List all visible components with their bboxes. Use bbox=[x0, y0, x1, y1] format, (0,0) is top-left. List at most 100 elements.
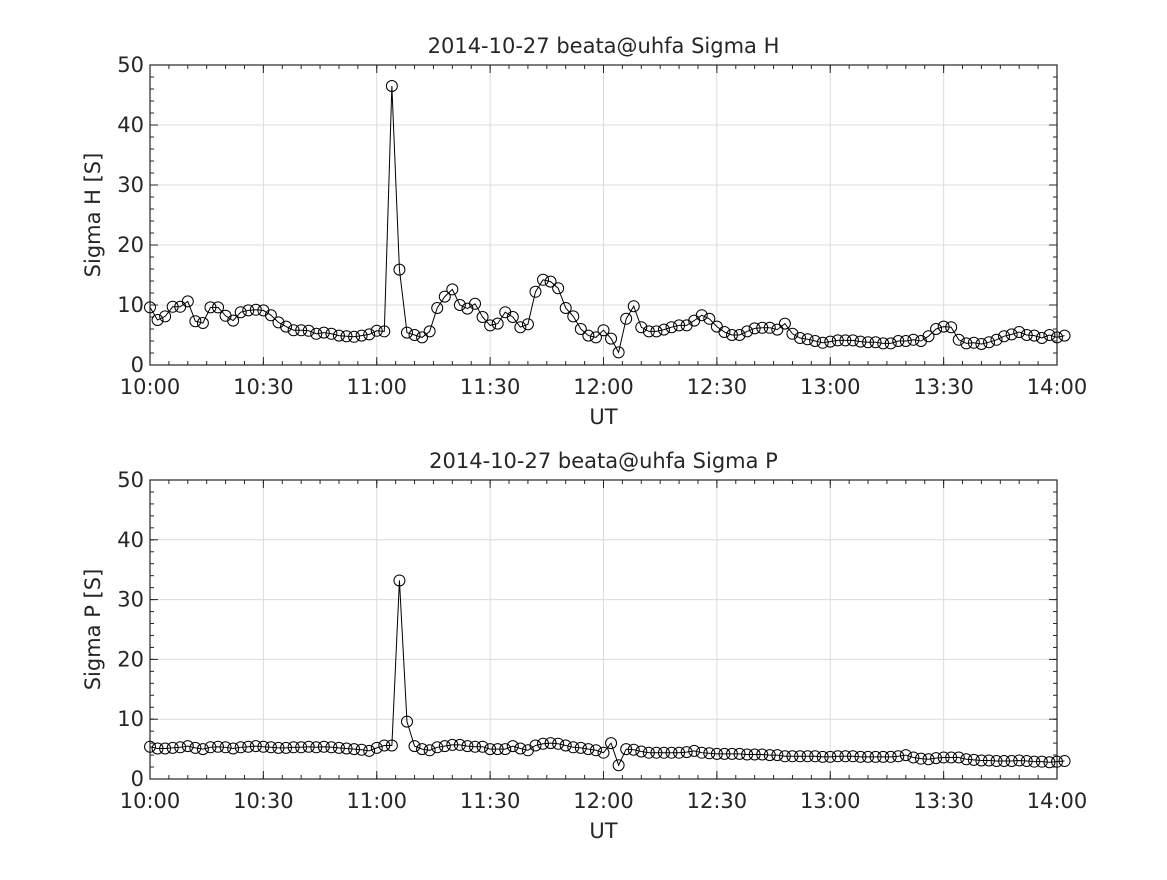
data-point bbox=[801, 750, 814, 763]
data-point bbox=[914, 752, 927, 765]
series-markers bbox=[144, 80, 1071, 359]
data-point bbox=[635, 745, 648, 758]
data-point bbox=[1020, 755, 1033, 768]
data-point bbox=[552, 282, 565, 295]
y-tick-label: 50 bbox=[117, 53, 144, 77]
data-point bbox=[695, 746, 708, 759]
data-point bbox=[325, 741, 338, 754]
data-point bbox=[839, 750, 852, 763]
y-tick-label: 40 bbox=[117, 113, 144, 137]
data-point bbox=[204, 741, 217, 754]
data-point bbox=[1035, 755, 1048, 768]
data-point bbox=[181, 295, 194, 308]
data-point bbox=[605, 332, 618, 345]
y-tick-label: 50 bbox=[117, 468, 144, 492]
data-point bbox=[967, 753, 980, 766]
data-point bbox=[264, 741, 277, 754]
data-point bbox=[816, 336, 829, 349]
data-point bbox=[884, 750, 897, 763]
data-point bbox=[854, 335, 867, 348]
data-point bbox=[899, 335, 912, 347]
data-point bbox=[673, 746, 686, 759]
data-point bbox=[930, 752, 943, 765]
data-point bbox=[786, 327, 799, 340]
data-point bbox=[446, 738, 459, 751]
data-point bbox=[945, 321, 958, 334]
data-point bbox=[1058, 755, 1071, 768]
data-point bbox=[725, 329, 738, 341]
data-point bbox=[242, 740, 255, 753]
data-point bbox=[589, 331, 602, 344]
data-point bbox=[657, 323, 670, 336]
data-point bbox=[363, 744, 376, 757]
data-point bbox=[310, 327, 323, 340]
data-point bbox=[718, 747, 731, 760]
data-point bbox=[725, 747, 738, 760]
data-point bbox=[635, 321, 648, 334]
data-point bbox=[877, 337, 890, 350]
x-tick-label: 12:30 bbox=[687, 789, 748, 813]
data-point bbox=[862, 336, 875, 349]
x-tick-label: 11:30 bbox=[460, 789, 521, 813]
data-point bbox=[385, 80, 398, 92]
data-point bbox=[393, 263, 406, 276]
data-point bbox=[242, 304, 255, 317]
data-point bbox=[166, 300, 179, 313]
data-point bbox=[794, 332, 807, 344]
data-point bbox=[295, 741, 308, 754]
data-point bbox=[227, 314, 240, 327]
x-tick-label: 12:00 bbox=[573, 789, 634, 813]
data-point bbox=[166, 741, 179, 754]
data-point bbox=[620, 743, 633, 756]
data-point bbox=[317, 326, 330, 339]
data-point bbox=[642, 746, 655, 759]
data-point bbox=[476, 740, 489, 753]
data-point bbox=[476, 311, 489, 323]
data-point bbox=[144, 301, 156, 314]
data-point bbox=[650, 746, 663, 759]
series-markers bbox=[144, 574, 1071, 772]
data-point bbox=[378, 739, 391, 752]
data-point bbox=[620, 312, 633, 325]
x-tick-label: 12:00 bbox=[573, 375, 634, 399]
data-point bbox=[529, 285, 542, 298]
data-point bbox=[778, 750, 791, 763]
data-point bbox=[763, 749, 776, 762]
data-point bbox=[688, 744, 701, 757]
data-point bbox=[400, 715, 413, 728]
data-point bbox=[899, 749, 912, 762]
data-point bbox=[438, 290, 451, 303]
data-point bbox=[151, 742, 164, 755]
data-point bbox=[484, 743, 497, 756]
data-point bbox=[234, 741, 247, 754]
data-point bbox=[461, 740, 474, 753]
data-point bbox=[839, 334, 852, 347]
data-point bbox=[748, 748, 761, 761]
data-point bbox=[506, 311, 519, 323]
y-tick-label: 0 bbox=[131, 767, 144, 791]
data-point bbox=[514, 321, 527, 334]
data-point bbox=[212, 301, 225, 314]
data-point bbox=[922, 753, 935, 766]
data-point bbox=[884, 337, 897, 350]
data-point bbox=[469, 297, 482, 310]
data-point bbox=[355, 743, 368, 756]
x-tick-label: 13:00 bbox=[800, 375, 861, 399]
y-tick-label: 40 bbox=[117, 528, 144, 552]
data-point bbox=[227, 742, 240, 755]
data-point bbox=[159, 742, 172, 755]
x-tick-label: 14:00 bbox=[1027, 789, 1088, 813]
data-point bbox=[862, 750, 875, 763]
data-point bbox=[582, 743, 595, 756]
data-point bbox=[272, 316, 285, 329]
data-point bbox=[673, 319, 686, 332]
data-point bbox=[506, 740, 519, 753]
data-point bbox=[937, 320, 950, 333]
data-point bbox=[1043, 329, 1056, 341]
data-point bbox=[378, 325, 391, 338]
data-point bbox=[945, 751, 958, 764]
data-point bbox=[680, 746, 693, 759]
x-tick-label: 13:00 bbox=[800, 789, 861, 813]
data-point bbox=[257, 740, 270, 753]
